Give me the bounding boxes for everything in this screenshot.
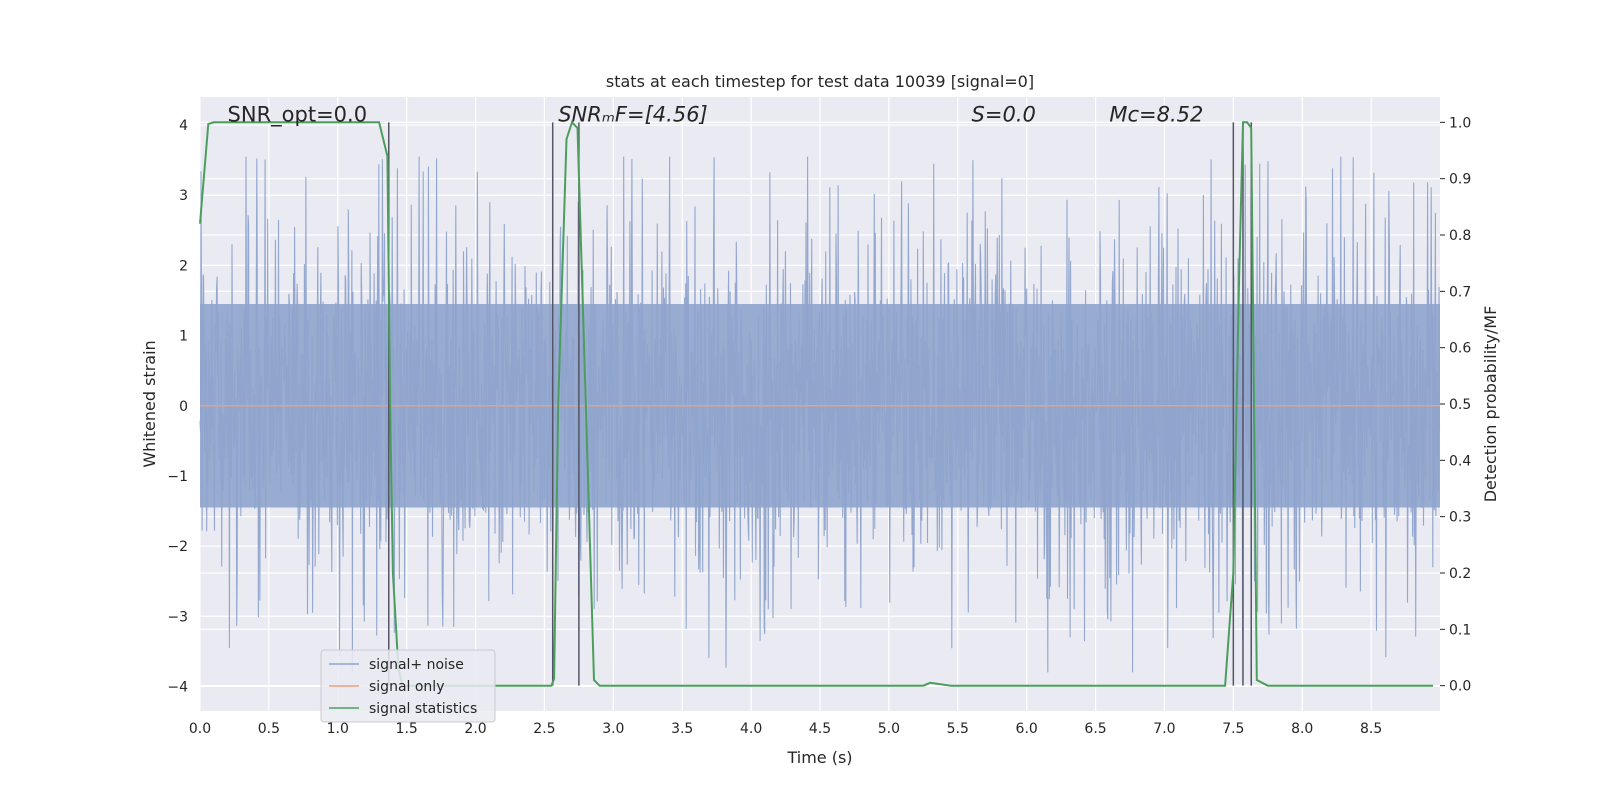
y-tick-label-right: 0.4 (1449, 453, 1471, 469)
x-tick-label: 6.0 (1016, 721, 1038, 737)
legend-label-signal-noise: signal+ noise (369, 657, 464, 673)
x-axis-label: Time (s) (786, 748, 852, 767)
y-tick-label-right: 0.9 (1449, 172, 1471, 188)
y-tick-label-right: 0.7 (1449, 284, 1471, 300)
y-tick-label-left: 3 (179, 188, 188, 204)
x-tick-label: 4.0 (740, 721, 762, 737)
legend: signal+ noise signal only signal statist… (320, 649, 496, 723)
vertical-markers (388, 122, 1252, 686)
y-tick-label-right: 0.1 (1449, 622, 1471, 638)
annotations: SNR_opt=0.0 SNRₘF=[4.56] S=0.0 Mᴄ=8.52 (228, 103, 1204, 128)
x-tick-label: 1.0 (327, 721, 349, 737)
series-signal-statistics (199, 120, 1434, 687)
x-tick-label: 5.0 (878, 721, 900, 737)
x-tick-label: 4.5 (809, 721, 831, 737)
annotation-snr-mf: SNRₘF=[4.56] (558, 103, 708, 127)
x-tick-label: 7.5 (1222, 721, 1244, 737)
x-tick-label: 0.0 (189, 721, 211, 737)
x-tick-label: 8.5 (1360, 721, 1382, 737)
y-tick-label-right: 0.3 (1449, 510, 1471, 526)
legend-box (320, 649, 496, 723)
y-tick-label-right: 0.5 (1449, 397, 1471, 413)
x-tick-label: 5.5 (947, 721, 969, 737)
legend-label-signal-only: signal only (369, 679, 444, 695)
y-tick-label-left: 2 (179, 258, 188, 274)
y-tick-label-left: 1 (179, 329, 188, 345)
x-axis-ticks: 0.0 0.5 1.0 1.5 2.0 2.5 3.0 3.5 4.0 4.5 5.0 5.5 6.0 6… (189, 721, 1382, 737)
y-tick-label-left: 4 (179, 118, 188, 134)
y-tick-label-left: 0 (179, 399, 188, 415)
y-axis-label-right: Detection probability/MF (1481, 306, 1500, 503)
y-tick-label-right: 0.0 (1449, 679, 1471, 695)
y-tick-label-right: 0.8 (1449, 228, 1471, 244)
x-tick-label: 3.5 (671, 721, 693, 737)
y-tick-label-left: −1 (167, 469, 188, 485)
y-tick-label-left: −2 (167, 539, 188, 555)
y-tick-label-right: 0.2 (1449, 566, 1471, 582)
y-tick-label-right: 1.0 (1449, 115, 1471, 131)
x-tick-label: 6.5 (1084, 721, 1106, 737)
legend-label-signal-statistics: signal statistics (369, 701, 477, 717)
y-axis-ticks-left: −4 −3 −2 −1 0 1 2 3 4 (167, 118, 188, 695)
y-tick-label-left: −3 (167, 609, 188, 625)
x-tick-label: 2.5 (533, 721, 555, 737)
x-tick-label: 8.0 (1291, 721, 1313, 737)
y-axis-ticks-right: 0.0 0.1 0.2 0.3 0.4 0.5 0.6 0.7 0.8 0.9 1.0 (1440, 115, 1471, 695)
y-axis-label-left: Whitened strain (140, 340, 159, 467)
y-tick-label-left: −4 (167, 679, 188, 695)
x-tick-label: 0.5 (258, 721, 280, 737)
x-tick-label: 7.0 (1153, 721, 1175, 737)
x-tick-label: 3.0 (602, 721, 624, 737)
x-tick-label: 1.5 (396, 721, 418, 737)
annotation-mc: Mᴄ=8.52 (1109, 103, 1203, 127)
y-tick-label-right: 0.6 (1449, 341, 1471, 357)
annotation-snr-opt: SNR_opt=0.0 (228, 103, 368, 128)
annotation-s: S=0.0 (972, 103, 1036, 127)
chart-title: stats at each timestep for test data 100… (606, 72, 1034, 91)
x-tick-label: 2.0 (464, 721, 486, 737)
